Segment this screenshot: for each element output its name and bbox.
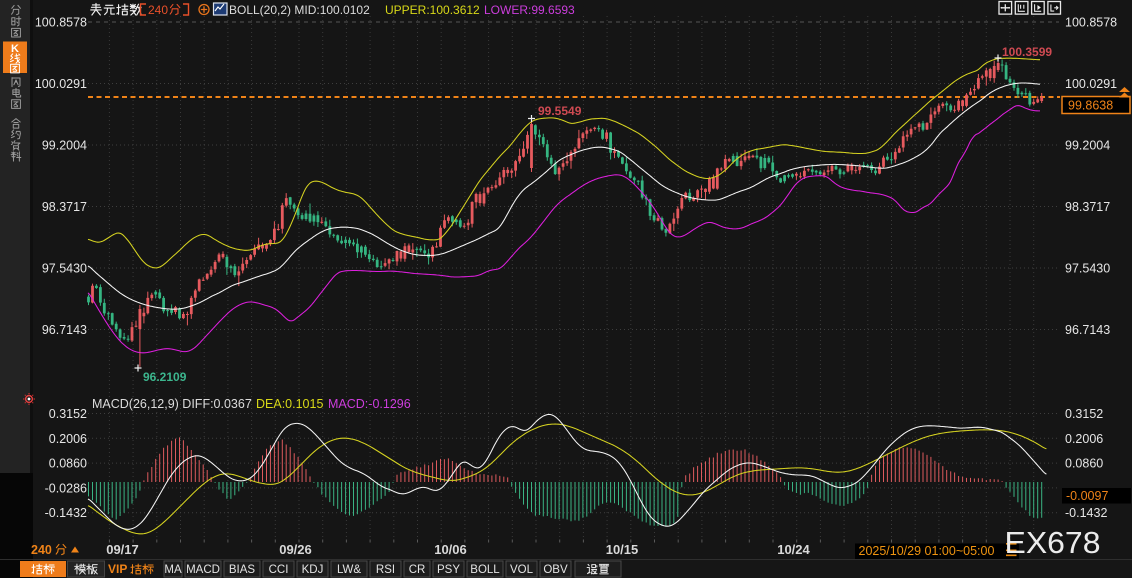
svg-text:EX678: EX678 bbox=[1005, 525, 1101, 560]
svg-text:10/24: 10/24 bbox=[777, 542, 810, 557]
svg-text:MA: MA bbox=[164, 564, 182, 576]
svg-text:96.2109: 96.2109 bbox=[143, 370, 187, 384]
svg-text:0.0860: 0.0860 bbox=[1065, 457, 1103, 471]
svg-text:100.8578: 100.8578 bbox=[35, 16, 87, 30]
svg-text:VIP: VIP bbox=[108, 562, 127, 576]
svg-text:0.0860: 0.0860 bbox=[49, 457, 87, 471]
svg-text:99.8638: 99.8638 bbox=[1068, 99, 1113, 113]
svg-text:MACD(26,12,9) DIFF:0.0367: MACD(26,12,9) DIFF:0.0367 bbox=[92, 397, 252, 411]
svg-text:100.0291: 100.0291 bbox=[1065, 77, 1117, 91]
svg-text:0.3152: 0.3152 bbox=[1065, 407, 1103, 421]
svg-text:99.2004: 99.2004 bbox=[42, 139, 87, 153]
svg-text:LOWER:99.6593: LOWER:99.6593 bbox=[484, 3, 575, 17]
svg-text:98.3717: 98.3717 bbox=[1065, 200, 1110, 214]
svg-text:RSI: RSI bbox=[376, 564, 395, 576]
svg-text:99.2004: 99.2004 bbox=[1065, 139, 1110, 153]
svg-text:10/15: 10/15 bbox=[606, 542, 639, 557]
svg-text:-0.1432: -0.1432 bbox=[1065, 506, 1107, 520]
svg-text:VOL: VOL bbox=[510, 564, 534, 576]
svg-text:MACD:-0.1296: MACD:-0.1296 bbox=[328, 397, 411, 411]
svg-text:-0.1432: -0.1432 bbox=[45, 506, 87, 520]
svg-text:99.5549: 99.5549 bbox=[538, 104, 582, 118]
svg-text:BIAS: BIAS bbox=[229, 564, 256, 576]
svg-text:MACD: MACD bbox=[186, 564, 220, 576]
svg-text:KDJ: KDJ bbox=[302, 564, 324, 576]
svg-text:100.3599: 100.3599 bbox=[1002, 45, 1052, 59]
svg-text:BOLL: BOLL bbox=[470, 564, 500, 576]
svg-text:97.5430: 97.5430 bbox=[42, 262, 87, 276]
svg-text:100.0291: 100.0291 bbox=[35, 77, 87, 91]
svg-text:09/17: 09/17 bbox=[106, 542, 139, 557]
svg-text:96.7143: 96.7143 bbox=[1065, 323, 1110, 337]
svg-text:UPPER:100.3612: UPPER:100.3612 bbox=[385, 3, 480, 17]
svg-text:-0.0097: -0.0097 bbox=[1066, 489, 1108, 503]
svg-text:DEA:0.1015: DEA:0.1015 bbox=[256, 397, 323, 411]
svg-text:OBV: OBV bbox=[543, 564, 568, 576]
svg-text:PSY: PSY bbox=[437, 564, 460, 576]
svg-text:96.7143: 96.7143 bbox=[42, 323, 87, 337]
svg-text:0.3152: 0.3152 bbox=[49, 407, 87, 421]
svg-text:0.2006: 0.2006 bbox=[1065, 432, 1103, 446]
svg-text:K: K bbox=[11, 43, 19, 55]
svg-text:CR: CR bbox=[409, 564, 426, 576]
svg-text:09/26: 09/26 bbox=[279, 542, 312, 557]
svg-text:98.3717: 98.3717 bbox=[42, 200, 87, 214]
svg-text:240: 240 bbox=[31, 543, 52, 557]
svg-text:240: 240 bbox=[148, 3, 168, 17]
svg-text:10/06: 10/06 bbox=[434, 542, 467, 557]
svg-text:0.2006: 0.2006 bbox=[49, 432, 87, 446]
svg-text:97.5430: 97.5430 bbox=[1065, 262, 1110, 276]
svg-text:BOLL(20,2) MID:100.0102: BOLL(20,2) MID:100.0102 bbox=[229, 3, 370, 17]
svg-text:CCI: CCI bbox=[269, 564, 289, 576]
svg-text:100.8578: 100.8578 bbox=[1065, 16, 1117, 30]
svg-text:2025/10/29 01:00~05:00: 2025/10/29 01:00~05:00 bbox=[859, 544, 995, 558]
svg-text:LW&: LW& bbox=[337, 564, 361, 576]
svg-text:-0.0286: -0.0286 bbox=[45, 481, 87, 495]
